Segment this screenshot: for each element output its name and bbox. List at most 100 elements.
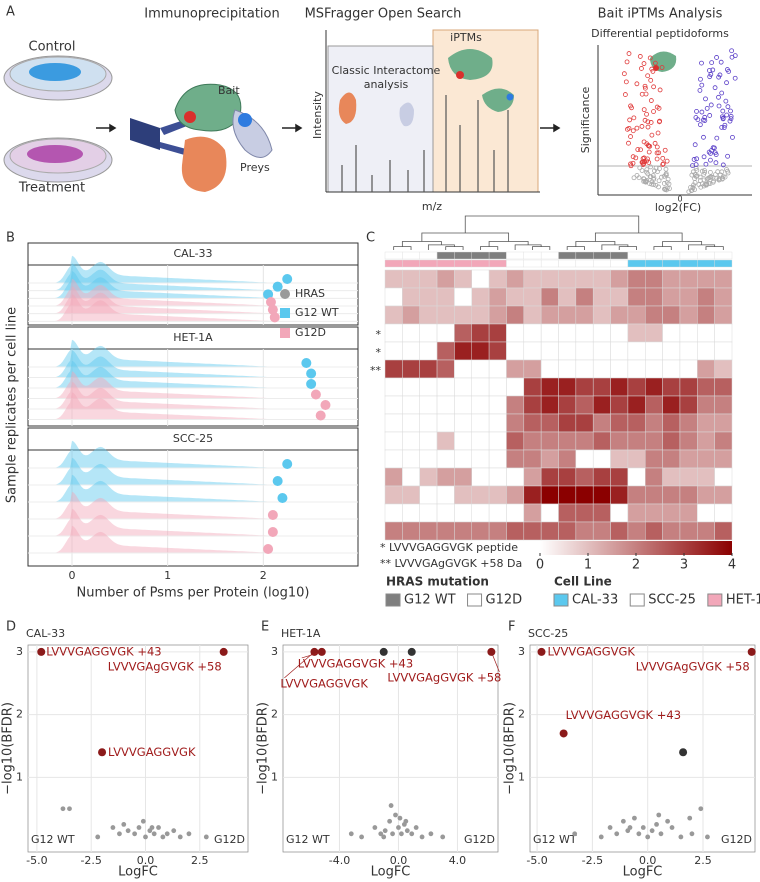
corner-label: G12D — [721, 833, 752, 846]
heat-cell — [610, 395, 629, 415]
heat-cell — [662, 431, 681, 451]
heat-cell — [558, 287, 577, 307]
step-title: MSFragger Open Search — [305, 7, 462, 22]
illustration-label: analysis — [364, 78, 409, 91]
point — [403, 818, 409, 824]
decor-dot — [662, 147, 668, 153]
point — [645, 834, 651, 840]
heat-cell — [645, 395, 663, 415]
replicate-dot — [263, 289, 274, 300]
replicate-dot — [310, 389, 321, 400]
heat-cell — [384, 359, 403, 379]
heat-cell — [679, 395, 698, 415]
dendrogram — [618, 246, 637, 250]
heat-cell — [488, 269, 507, 289]
heat-cell — [454, 341, 472, 361]
heat-cell — [419, 521, 438, 541]
point — [419, 834, 425, 840]
heat-cell — [558, 305, 577, 325]
heat-cell — [471, 485, 490, 505]
heat-cell — [506, 323, 525, 343]
y-tick-label: 2 — [518, 708, 525, 721]
legend-label: G12 WT — [295, 306, 339, 319]
heat-cell — [419, 305, 438, 325]
legend-title: Cell Line — [554, 575, 612, 589]
heat-cell — [592, 341, 611, 361]
replicate-dot — [272, 281, 283, 292]
point — [136, 825, 142, 830]
heat-cell — [471, 341, 490, 361]
annotation-cell — [506, 259, 525, 268]
heat-cell — [645, 377, 663, 397]
heat-cell — [506, 449, 525, 469]
axis-label: log2(FC) — [655, 201, 701, 214]
heat-cell — [454, 395, 472, 415]
heat-cell — [627, 395, 646, 415]
annotation-cell — [419, 251, 438, 260]
legend-label: SCC-25 — [648, 593, 696, 608]
heat-cell — [558, 503, 577, 523]
heat-cell — [436, 341, 455, 361]
heat-cell — [384, 503, 403, 523]
arrows — [96, 123, 561, 133]
heat-cell — [402, 431, 420, 451]
step-title: Immunoprecipitation — [144, 7, 280, 22]
replicate-dot — [306, 379, 317, 389]
x-tick-label: 0 — [69, 569, 76, 582]
decor-dot — [720, 116, 726, 122]
heat-cell — [662, 449, 681, 469]
legend-swatch — [629, 593, 645, 607]
heat-cell — [610, 503, 629, 523]
point-label: LVVVGAgGVGK +58 — [387, 670, 501, 684]
point — [705, 834, 710, 840]
decor-dot — [654, 156, 660, 162]
x-tick-label: -4.0 — [329, 854, 350, 867]
decor-dot — [696, 182, 702, 187]
replicate-dot — [267, 304, 278, 315]
dendrogram — [566, 246, 585, 250]
heat-cell — [592, 413, 611, 433]
heat-cell — [575, 413, 594, 433]
dendrogram — [421, 232, 510, 242]
heat-cell — [575, 485, 594, 505]
heat-cell — [575, 467, 594, 487]
decor-dot — [703, 161, 709, 167]
decor-dot — [628, 161, 633, 167]
point — [140, 818, 146, 824]
point — [317, 647, 326, 656]
heat-cell — [627, 485, 646, 505]
decor-dot — [690, 185, 696, 191]
point — [359, 834, 364, 840]
annotation-cell — [402, 251, 420, 260]
heat-cell — [714, 431, 733, 451]
decor-dot — [641, 179, 647, 184]
ridge-density — [35, 371, 278, 399]
dendrogram — [705, 246, 724, 250]
heat-cell — [402, 305, 420, 325]
plot-area — [529, 644, 756, 853]
y-tick-label: 1 — [271, 770, 278, 783]
annotation-cell — [610, 259, 629, 268]
decor-dot — [718, 59, 724, 65]
ridge-density — [35, 294, 278, 322]
decor-dot — [660, 161, 666, 167]
decor-dot — [631, 175, 637, 181]
facet-title: CAL-33 — [173, 247, 212, 260]
point — [110, 825, 116, 830]
point — [665, 818, 671, 824]
decor-dot — [694, 173, 699, 179]
decor-dot — [708, 174, 714, 180]
heat-cell — [662, 485, 681, 505]
x-tick-label: 0.0 — [390, 854, 408, 867]
heat-cell — [436, 323, 455, 343]
dendrogram — [662, 241, 703, 247]
annotation-cell — [384, 251, 403, 260]
decor-dot — [716, 94, 721, 100]
decor-dot — [728, 113, 734, 119]
decor-dot — [659, 174, 664, 180]
decor-dot — [719, 124, 725, 130]
point — [186, 831, 192, 837]
replicate-dot — [265, 297, 276, 307]
